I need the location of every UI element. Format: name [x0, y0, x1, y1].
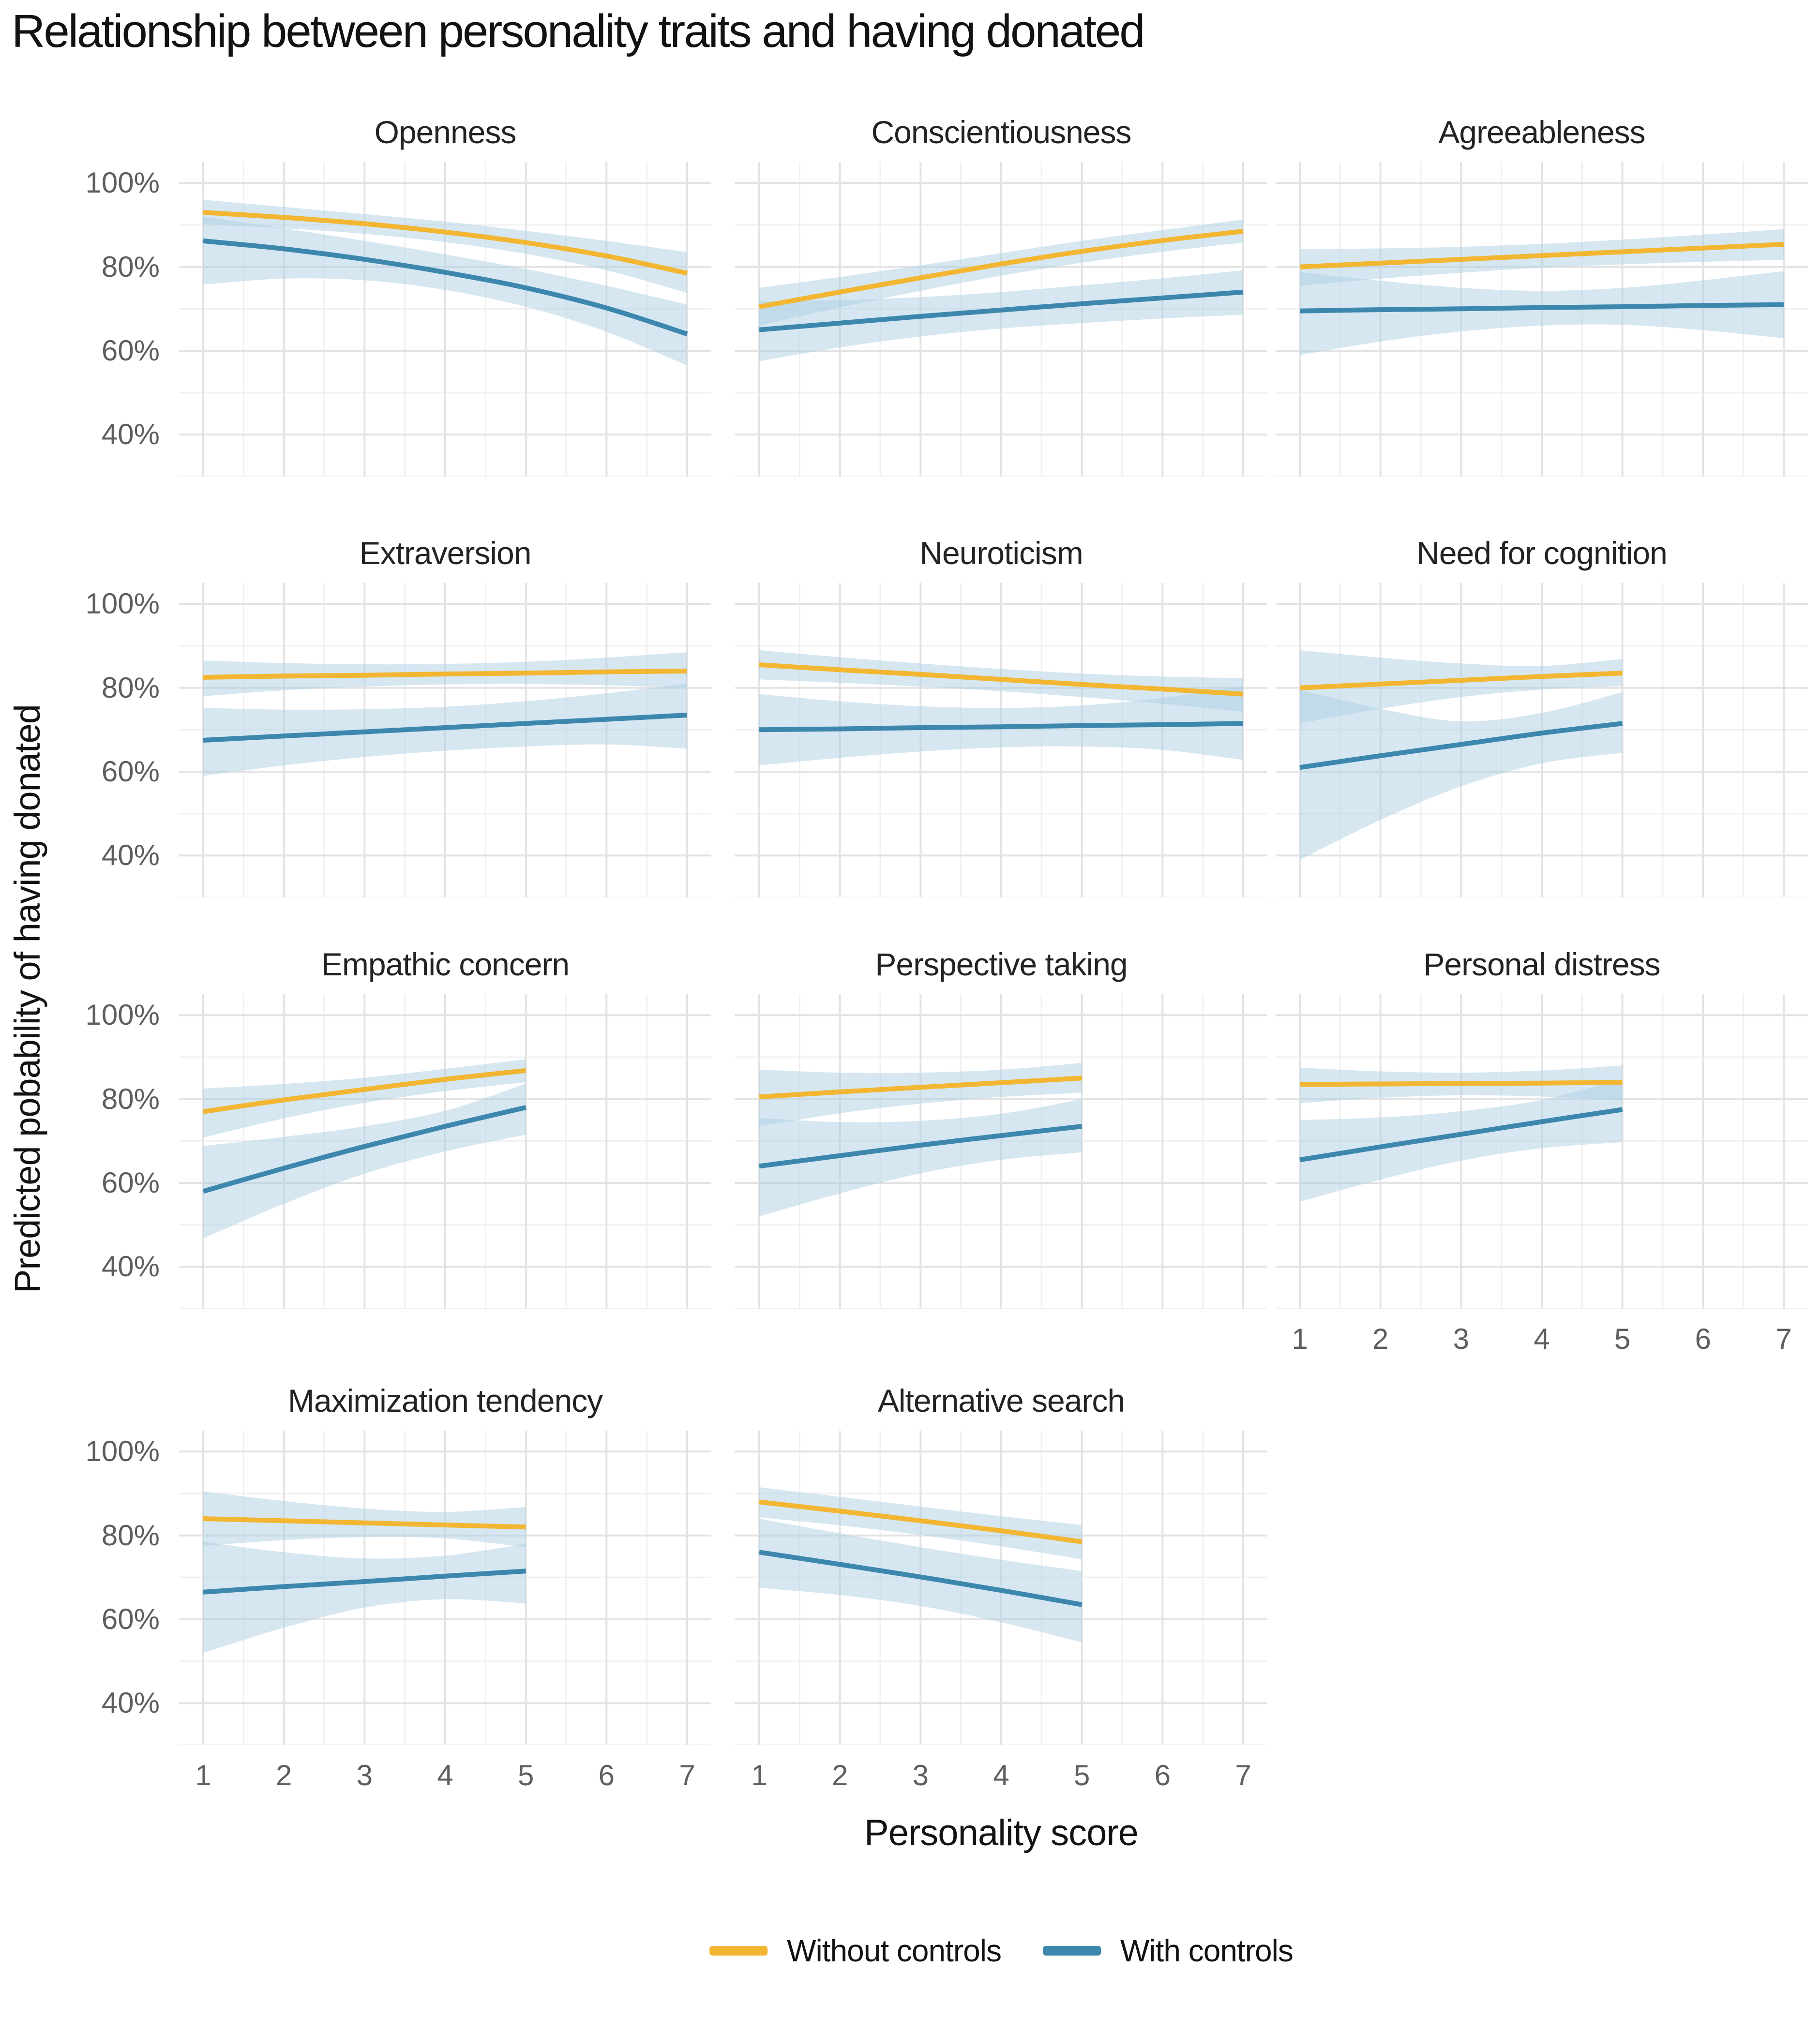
x-tick-label: 5	[1614, 1323, 1631, 1355]
x-tick-label: 6	[1154, 1759, 1171, 1792]
x-tick-label: 1	[1292, 1323, 1308, 1355]
x-tick-label: 3	[912, 1759, 929, 1792]
facet-title-neuroticism: Neuroticism	[919, 535, 1083, 571]
facet-plot-alternative-search	[735, 1431, 1267, 1745]
facet-plot-extraversion	[179, 583, 711, 897]
y-tick-label: 80%	[101, 1519, 160, 1552]
y-tick-label: 60%	[101, 334, 160, 367]
facet-plot-personal-distress	[1276, 994, 1808, 1309]
x-tick-label: 6	[598, 1759, 615, 1792]
legend-label: Without controls	[787, 1933, 1002, 1968]
x-tick-label: 2	[831, 1759, 848, 1792]
facet-plot-neuroticism	[735, 583, 1267, 897]
x-tick-label: 5	[517, 1759, 534, 1792]
y-tick-label: 60%	[101, 755, 160, 788]
x-tick-label: 3	[1453, 1323, 1470, 1355]
x-tick-label: 7	[1235, 1759, 1251, 1792]
x-tick-label: 7	[1775, 1323, 1792, 1355]
x-tick-label: 7	[679, 1759, 695, 1792]
legend-swatch-without-controls-icon	[709, 1946, 768, 1956]
legend: Without controls With controls	[709, 1933, 1294, 1969]
x-tick-label: 2	[1372, 1323, 1389, 1355]
facet-title-extraversion: Extraversion	[359, 535, 532, 571]
y-tick-label: 80%	[101, 671, 160, 704]
y-tick-label: 40%	[101, 1250, 160, 1283]
facet-title-personal-distress: Personal distress	[1423, 946, 1660, 982]
legend-swatch-with-controls-icon	[1042, 1946, 1101, 1956]
legend-item-with-controls: With controls	[1042, 1933, 1294, 1969]
facet-title-need-for-cognition: Need for cognition	[1416, 535, 1668, 571]
facet-title-maximization-tendency: Maximization tendency	[287, 1383, 603, 1419]
facet-plot-conscientiousness	[735, 162, 1267, 477]
facet-plot-empathic-concern	[179, 994, 711, 1309]
x-tick-label: 5	[1073, 1759, 1090, 1792]
y-tick-label: 40%	[101, 1687, 160, 1719]
facet-plot-need-for-cognition	[1276, 583, 1808, 897]
facet-title-perspective-taking: Perspective taking	[875, 946, 1128, 982]
x-tick-label: 6	[1695, 1323, 1712, 1355]
y-tick-label: 100%	[85, 166, 160, 199]
x-tick-label: 4	[437, 1759, 453, 1792]
x-tick-label: 1	[195, 1759, 211, 1792]
facet-title-empathic-concern: Empathic concern	[321, 946, 570, 982]
facet-plot-openness	[179, 162, 711, 477]
y-tick-label: 80%	[101, 1082, 160, 1115]
y-tick-label: 100%	[85, 999, 160, 1031]
chart-title: Relationship between personality traits …	[12, 5, 1145, 57]
legend-label: With controls	[1120, 1933, 1294, 1968]
x-tick-label: 2	[275, 1759, 292, 1792]
y-tick-label: 100%	[85, 587, 160, 620]
x-tick-label: 4	[1534, 1323, 1550, 1355]
x-axis-title: Personality score	[864, 1812, 1139, 1853]
facet-plot-maximization-tendency	[179, 1431, 711, 1745]
facet-title-conscientiousness: Conscientiousness	[871, 114, 1132, 150]
legend-item-without-controls: Without controls	[709, 1933, 1002, 1969]
y-tick-label: 40%	[101, 418, 160, 451]
facet-plot-agreeableness	[1276, 162, 1808, 477]
facet-title-alternative-search: Alternative search	[877, 1383, 1125, 1419]
facet-plot-perspective-taking	[735, 994, 1267, 1309]
y-tick-label: 60%	[101, 1166, 160, 1199]
x-tick-label: 4	[993, 1759, 1009, 1792]
y-tick-label: 60%	[101, 1603, 160, 1635]
x-tick-label: 1	[751, 1759, 767, 1792]
facet-title-openness: Openness	[374, 114, 517, 150]
y-tick-label: 40%	[101, 839, 160, 872]
facet-title-agreeableness: Agreeableness	[1438, 114, 1645, 150]
y-tick-label: 80%	[101, 250, 160, 283]
x-tick-label: 3	[356, 1759, 373, 1792]
y-tick-label: 100%	[85, 1435, 160, 1468]
